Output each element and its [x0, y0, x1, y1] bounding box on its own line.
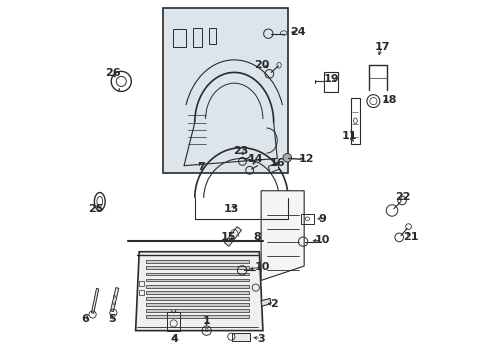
Bar	[351, 98, 360, 144]
Bar	[147, 309, 248, 312]
Text: 2: 2	[270, 300, 277, 310]
Text: 23: 23	[233, 145, 248, 156]
Bar	[147, 260, 248, 263]
Polygon shape	[92, 288, 98, 314]
Polygon shape	[261, 298, 271, 306]
Text: 3: 3	[257, 333, 265, 343]
Text: 26: 26	[105, 68, 121, 78]
Bar	[147, 285, 248, 288]
Text: 24: 24	[290, 27, 306, 37]
Polygon shape	[111, 288, 119, 312]
Text: 21: 21	[403, 232, 418, 242]
Bar	[147, 315, 248, 318]
Bar	[232, 333, 250, 341]
Bar	[147, 266, 248, 269]
Text: 9: 9	[318, 214, 326, 224]
Bar	[173, 30, 186, 47]
Bar	[147, 297, 248, 300]
Bar	[139, 282, 144, 286]
Polygon shape	[136, 252, 263, 330]
Text: 11: 11	[342, 131, 358, 141]
Text: 25: 25	[89, 204, 104, 215]
Text: 16: 16	[270, 158, 286, 168]
Bar	[167, 312, 180, 331]
Text: 13: 13	[224, 204, 239, 215]
Bar	[147, 303, 248, 306]
Text: 18: 18	[381, 95, 397, 105]
Text: 19: 19	[324, 74, 340, 84]
Text: 14: 14	[248, 154, 264, 164]
Bar	[300, 214, 314, 224]
Bar	[139, 291, 144, 295]
Polygon shape	[269, 163, 279, 173]
Text: 15: 15	[221, 232, 237, 242]
Text: 22: 22	[395, 192, 411, 202]
Text: 1: 1	[203, 316, 211, 325]
Bar	[193, 28, 202, 47]
Bar	[147, 273, 248, 275]
Text: 6: 6	[81, 314, 89, 324]
Bar	[324, 72, 338, 92]
Bar	[209, 28, 216, 44]
Text: 10: 10	[254, 262, 270, 272]
Text: 12: 12	[299, 154, 315, 164]
Text: 20: 20	[254, 59, 270, 69]
Bar	[147, 279, 248, 282]
Bar	[147, 291, 248, 294]
Text: 7: 7	[197, 162, 205, 172]
Text: 17: 17	[374, 42, 390, 51]
Text: 5: 5	[108, 314, 116, 324]
Circle shape	[283, 153, 292, 162]
Polygon shape	[261, 191, 304, 280]
Text: 4: 4	[171, 333, 178, 343]
Bar	[163, 8, 288, 173]
Text: 10: 10	[315, 235, 330, 245]
Text: 8: 8	[254, 232, 262, 242]
Polygon shape	[224, 226, 242, 246]
